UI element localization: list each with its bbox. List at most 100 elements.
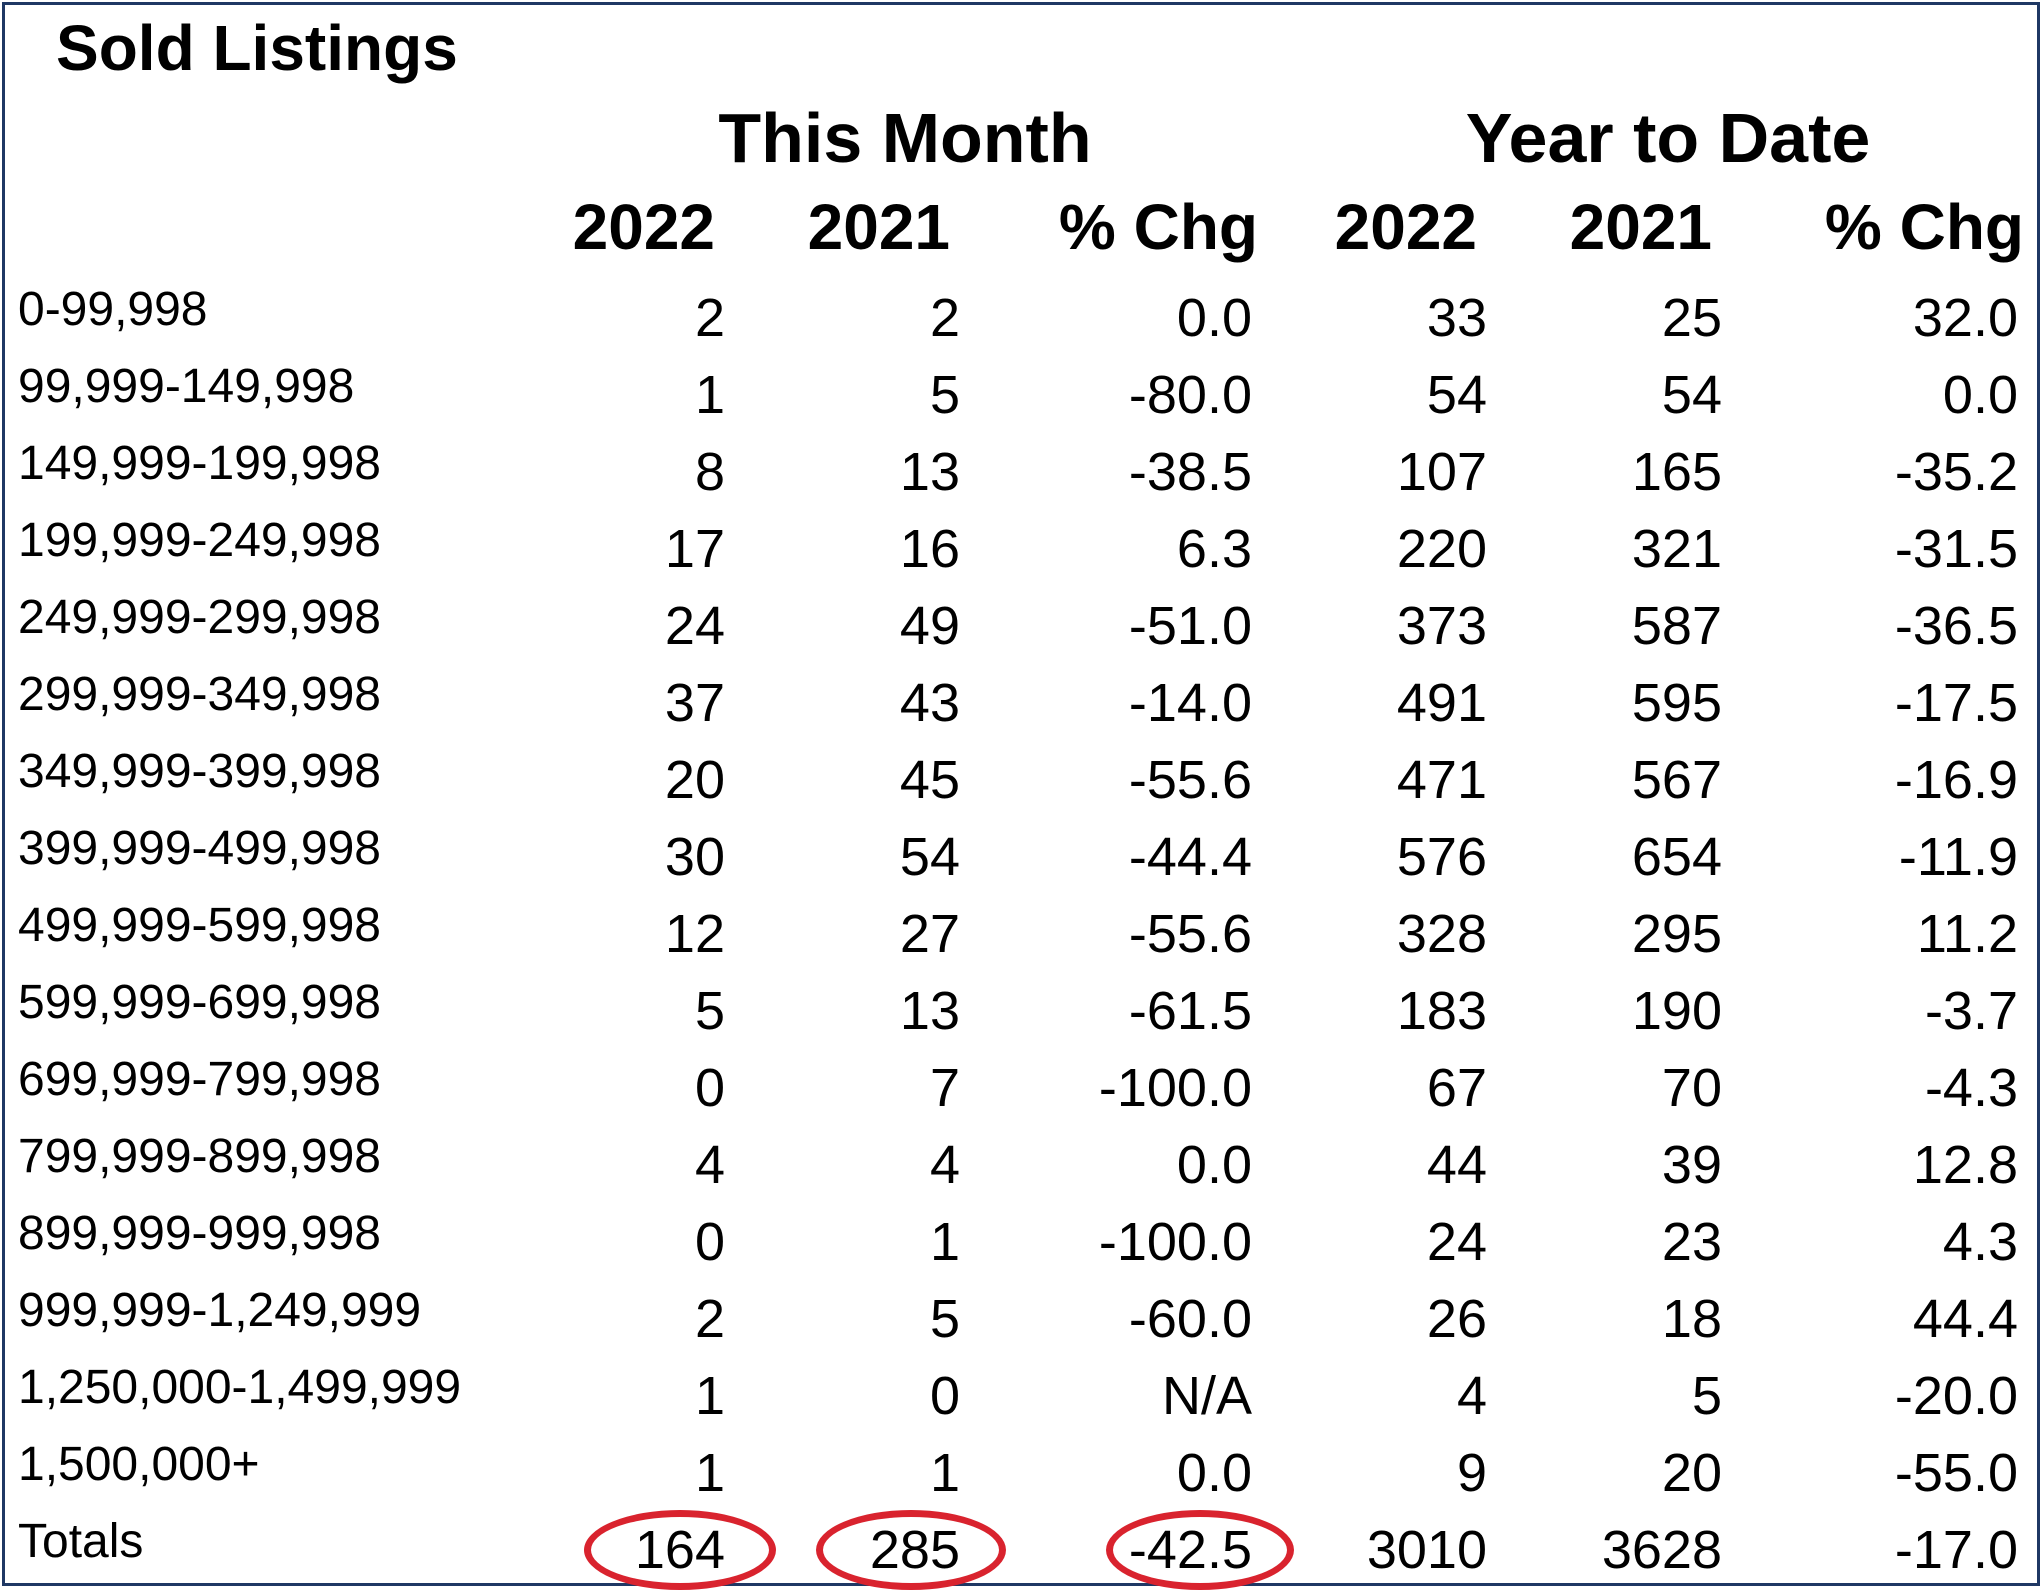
cell-this-month-pct-chg: N/A [1161,1366,1252,1426]
cell-this-month-2022: 0 [694,1058,725,1118]
cell-this-month-2022: 1 [694,1366,725,1426]
column-header-this-month-2022: 2022 [572,191,715,263]
cell-ytd-pct-chg: -36.5 [1894,596,2018,656]
cell-ytd-2021: 20 [1661,1443,1722,1503]
cell-this-month-pct-chg: -80.0 [1128,365,1252,425]
cell-this-month-pct-chg: 6.3 [1176,519,1252,579]
cell-ytd-2021: 654 [1631,827,1722,887]
cell-this-month-2021: 54 [899,827,960,887]
highlight-circle-this-month-2022 [584,1510,776,1590]
column-header-ytd-2022: 2022 [1334,191,1477,263]
cell-ytd-pct-chg: -16.9 [1894,750,2018,810]
cell-this-month-2022: 12 [664,904,725,964]
cell-ytd-2022: 471 [1396,750,1487,810]
highlight-circle-this-month-pct-chg [1106,1510,1294,1590]
cell-this-month-2021: 4 [929,1135,960,1195]
cell-this-month-2021: 13 [899,442,960,502]
price-range-label: 499,999-599,998 [18,899,381,952]
cell-this-month-2021: 7 [929,1058,960,1118]
cell-this-month-2021: 45 [899,750,960,810]
price-range-label: 149,999-199,998 [18,437,381,490]
cell-ytd-2021: 39 [1661,1135,1722,1195]
cell-this-month-2021: 16 [899,519,960,579]
group-heading-year-to-date: Year to Date [1465,99,1871,177]
cell-this-month-2021: 0 [929,1366,960,1426]
cell-this-month-2022: 24 [664,596,725,656]
cell-ytd-pct-chg: -17.5 [1894,673,2018,733]
cell-this-month-pct-chg: 0.0 [1176,1443,1252,1503]
cell-ytd-2021: 321 [1631,519,1722,579]
cell-ytd-2022: 24 [1426,1212,1487,1272]
cell-ytd-pct-chg: -4.3 [1924,1058,2018,1118]
cell-this-month-2022: 4 [694,1135,725,1195]
totals-ytd-2021: 3628 [1601,1520,1722,1580]
totals-ytd-2022: 3010 [1366,1520,1487,1580]
cell-this-month-2022: 1 [694,1443,725,1503]
price-range-label: 249,999-299,998 [18,591,381,644]
price-range-label: 799,999-899,998 [18,1130,381,1183]
cell-this-month-pct-chg: -60.0 [1128,1289,1252,1349]
cell-ytd-2021: 5 [1691,1366,1722,1426]
price-range-label: 599,999-699,998 [18,976,381,1029]
cell-ytd-2022: 67 [1426,1058,1487,1118]
price-range-label: 299,999-349,998 [18,668,381,721]
cell-ytd-pct-chg: 32.0 [1912,288,2018,348]
cell-ytd-2022: 33 [1426,288,1487,348]
cell-this-month-pct-chg: -38.5 [1128,442,1252,502]
price-range-label: 99,999-149,998 [18,360,355,413]
price-range-label: 1,250,000-1,499,999 [18,1361,462,1414]
cell-this-month-pct-chg: -14.0 [1128,673,1252,733]
cell-ytd-2021: 567 [1631,750,1722,810]
cell-ytd-2022: 26 [1426,1289,1487,1349]
cell-this-month-pct-chg: 0.0 [1176,288,1252,348]
cell-ytd-2022: 491 [1396,673,1487,733]
column-header-ytd-2021: 2021 [1569,191,1712,263]
cell-ytd-2022: 183 [1396,981,1487,1041]
cell-this-month-2022: 0 [694,1212,725,1272]
cell-ytd-2022: 220 [1396,519,1487,579]
cell-ytd-2021: 54 [1661,365,1722,425]
highlight-circle-this-month-2021 [816,1510,1006,1590]
cell-ytd-pct-chg: 0.0 [1942,365,2018,425]
cell-this-month-pct-chg: -44.4 [1128,827,1252,887]
cell-ytd-2022: 576 [1396,827,1487,887]
cell-ytd-2022: 373 [1396,596,1487,656]
price-range-label: 699,999-799,998 [18,1053,381,1106]
cell-ytd-pct-chg: 4.3 [1942,1212,2018,1272]
cell-this-month-pct-chg: -55.6 [1128,750,1252,810]
cell-this-month-2021: 5 [929,1289,960,1349]
cell-ytd-pct-chg: -3.7 [1924,981,2018,1041]
cell-ytd-pct-chg: -11.9 [1898,827,2018,887]
cell-ytd-2021: 190 [1631,981,1722,1041]
cell-ytd-2022: 9 [1456,1443,1487,1503]
cell-ytd-2021: 595 [1631,673,1722,733]
cell-this-month-pct-chg: -51.0 [1128,596,1252,656]
cell-this-month-2021: 27 [899,904,960,964]
column-header-this-month-2021: 2021 [807,191,950,263]
cell-ytd-2021: 70 [1661,1058,1722,1118]
cell-this-month-pct-chg: -100.0 [1098,1058,1252,1118]
price-range-label: 349,999-399,998 [18,745,381,798]
cell-ytd-2021: 23 [1661,1212,1722,1272]
cell-ytd-2022: 328 [1396,904,1487,964]
cell-this-month-2021: 49 [899,596,960,656]
cell-this-month-2021: 43 [899,673,960,733]
column-header-ytd-pct-chg: % Chg [1824,191,2024,263]
price-range-label: 999,999-1,249,999 [18,1284,422,1337]
cell-ytd-pct-chg: -35.2 [1894,442,2018,502]
price-range-label: 899,999-999,998 [18,1207,381,1260]
cell-ytd-pct-chg: -20.0 [1894,1366,2018,1426]
cell-this-month-2022: 5 [694,981,725,1041]
price-range-label: 0-99,998 [18,283,208,336]
cell-this-month-pct-chg: -61.5 [1128,981,1252,1041]
cell-this-month-pct-chg: 0.0 [1176,1135,1252,1195]
cell-ytd-pct-chg: 11.2 [1916,904,2018,964]
cell-ytd-2022: 107 [1396,442,1487,502]
cell-ytd-2022: 54 [1426,365,1487,425]
cell-this-month-2021: 1 [929,1212,960,1272]
cell-ytd-2021: 587 [1631,596,1722,656]
cell-this-month-2022: 2 [694,1289,725,1349]
price-range-label: 199,999-249,998 [18,514,381,567]
cell-ytd-2022: 4 [1456,1366,1487,1426]
